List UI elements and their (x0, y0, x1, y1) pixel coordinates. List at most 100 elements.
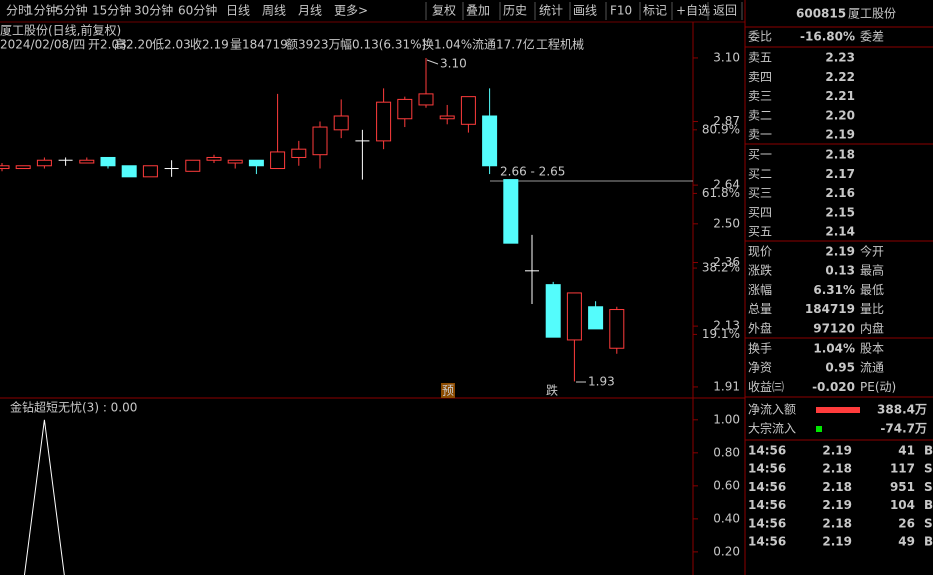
tool-button[interactable]: 画线 (573, 4, 597, 18)
fib-label: 80.9% (702, 122, 740, 136)
tool-button[interactable]: 复权 (432, 4, 456, 18)
period-tab[interactable]: 日线 (226, 4, 250, 18)
order-price: 2.21 (825, 89, 855, 103)
candle-body (15, 165, 31, 170)
y-tick-label: 0.60 (713, 478, 740, 492)
tick-price: 2.19 (822, 535, 852, 549)
order-label: 卖二 (748, 108, 772, 122)
tool-button[interactable]: 历史 (503, 4, 527, 18)
signal: 预 (442, 384, 454, 398)
period-tab[interactable]: 更多> (334, 4, 368, 18)
candle-body (270, 151, 286, 170)
candle-body (227, 159, 243, 164)
quote-info: 低2.03 (152, 38, 191, 52)
tool-button[interactable]: 返回 (713, 4, 737, 18)
tick-volume: 26 (898, 516, 915, 530)
tick-time: 14:56 (748, 535, 786, 549)
period-tab[interactable]: 月线 (298, 4, 322, 18)
y-tick-label: 0.20 (713, 544, 740, 558)
order-price: 2.23 (825, 51, 855, 65)
flow-label: 大宗流入 (748, 421, 796, 436)
tick-price: 2.18 (822, 462, 852, 476)
candle-body (588, 306, 604, 330)
y-tick-label: 2.50 (713, 216, 740, 230)
candle-body (566, 292, 582, 341)
candle-body (397, 98, 413, 120)
tick-volume: 117 (890, 462, 915, 476)
period-tab[interactable]: 30分钟 (134, 3, 173, 18)
stat-label: 内盘 (860, 320, 884, 335)
order-label: 买四 (748, 205, 772, 219)
stat-label: 流通 (860, 361, 884, 375)
stat-label: 最低 (860, 283, 884, 297)
candle-body (418, 93, 434, 106)
quote-info: 幅0.13(6.31%) (340, 37, 426, 52)
tool-button[interactable]: +自选 (676, 4, 710, 18)
order-label: 卖五 (748, 51, 772, 65)
candle-body (503, 179, 519, 244)
period-tab[interactable]: 5分钟 (56, 3, 88, 18)
candle-body (206, 156, 222, 161)
row-label: 委比 (748, 30, 772, 44)
tick-side: B (924, 498, 933, 512)
fib-label: 38.2% (702, 261, 740, 275)
fib-label: 19.1% (702, 327, 740, 341)
order-label: 卖四 (748, 70, 772, 84)
quote-info: 高2.20 (114, 37, 153, 52)
tick-side: B (924, 535, 933, 549)
stat-label: 总量 (748, 302, 772, 316)
y-tick-label: 0.40 (713, 511, 740, 525)
period-tab[interactable]: 60分钟 (178, 3, 217, 18)
tool-button[interactable]: 标记 (643, 4, 667, 18)
tick-volume: 41 (898, 444, 915, 458)
candle-body (0, 165, 10, 170)
period-tab[interactable]: 周线 (262, 4, 286, 18)
tool-button[interactable]: 叠加 (466, 4, 490, 18)
candle-body (545, 284, 561, 338)
quote-info: 额3923万 (286, 38, 341, 52)
y-tick-label: 2.87 (713, 114, 740, 128)
tool-button[interactable]: 统计 (539, 4, 563, 18)
candle-body (121, 165, 137, 178)
quote-info: 量184719 (230, 38, 288, 52)
stat-value: 0.13 (825, 264, 855, 278)
order-price: 2.19 (825, 128, 855, 142)
candle-body (248, 159, 264, 167)
stat-value: -0.020 (812, 380, 855, 394)
stock-name: 厦工股份 (848, 7, 896, 21)
tick-time: 14:56 (748, 516, 786, 530)
period-tab[interactable]: 1分钟 (26, 3, 58, 18)
stat-label: 现价 (748, 245, 772, 259)
low-label: 1.93 (588, 375, 615, 389)
stat-label: 涨幅 (748, 282, 772, 297)
stat-label: 最高 (860, 263, 884, 278)
candle-body (439, 115, 455, 120)
stat-label: 涨跌 (748, 263, 772, 278)
candle-body (79, 159, 95, 164)
period-tab[interactable]: 分时 (6, 4, 30, 18)
tick-price: 2.18 (822, 516, 852, 530)
candle-body (482, 115, 498, 167)
stock-code: 600815 (796, 7, 846, 21)
period-tab[interactable]: 15分钟 (92, 3, 131, 18)
tick-side: S (924, 480, 933, 494)
row-label: 委差 (860, 30, 884, 44)
y-tick-label: 2.36 (713, 255, 740, 269)
tool-button[interactable]: F10 (610, 4, 632, 18)
y-tick-label: 2.64 (713, 178, 740, 192)
tick-price: 2.19 (822, 498, 852, 512)
flow-value: 388.4万 (877, 403, 927, 417)
chart-title: 厦工股份(日线,前复权) (0, 23, 121, 38)
order-price: 2.15 (825, 205, 855, 219)
order-price: 2.22 (825, 70, 855, 84)
candle-body (460, 96, 476, 125)
order-price: 2.18 (825, 148, 855, 162)
quote-info: 收2.19 (190, 38, 229, 52)
order-label: 卖一 (748, 128, 772, 142)
order-price: 2.14 (825, 225, 855, 239)
stat-value: 2.19 (825, 245, 855, 259)
flow-bar (816, 407, 860, 413)
quote-info: 流通17.7亿 (472, 37, 535, 52)
stat-value: 0.95 (825, 361, 855, 375)
